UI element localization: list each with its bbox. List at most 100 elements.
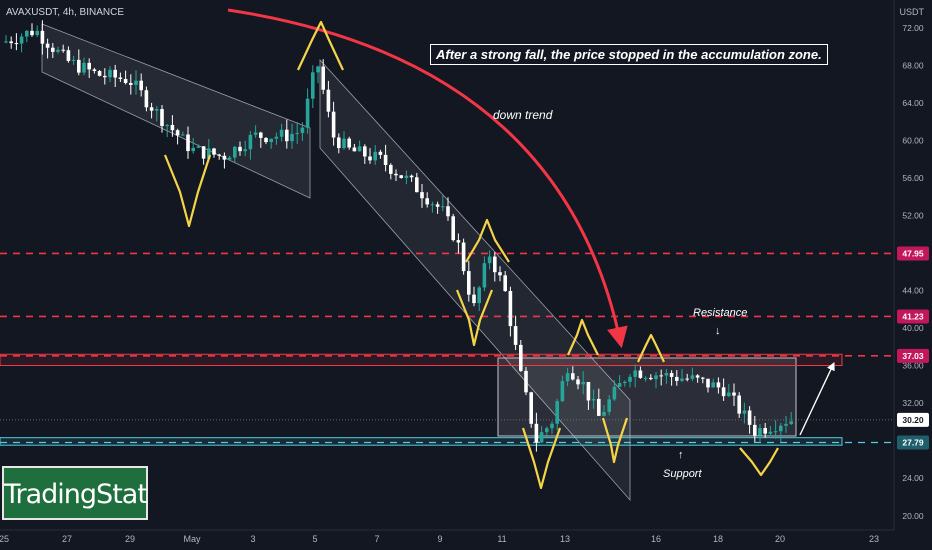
candle-body xyxy=(711,382,715,388)
candle-body xyxy=(87,62,91,70)
candle-body xyxy=(77,59,81,73)
price-tick-label: 36.00 xyxy=(902,361,924,371)
candle-body xyxy=(430,204,435,206)
candle-body xyxy=(643,377,648,379)
candle-body xyxy=(716,382,721,388)
candle-body xyxy=(415,177,419,193)
candle-body xyxy=(253,132,258,135)
candle-body xyxy=(347,138,351,148)
price-tick-label: 44.00 xyxy=(902,286,924,296)
candle-body xyxy=(103,75,107,78)
candle-body xyxy=(19,36,24,44)
candle-body xyxy=(118,77,123,79)
candle-body xyxy=(201,146,206,159)
level-price-label: 27.79 xyxy=(902,437,924,447)
candle-body xyxy=(279,129,284,137)
candle-body xyxy=(71,59,76,61)
candle-body xyxy=(513,326,518,345)
down-trend-label[interactable]: down trend xyxy=(493,108,553,122)
candle-body xyxy=(685,378,689,380)
candle-body xyxy=(498,272,502,276)
price-axis-ticks: 72.00 68.00 64.00 60.00 56.00 52.00 44.00 40.00… xyxy=(902,23,924,521)
candle-body xyxy=(768,431,773,434)
support-label[interactable]: Support xyxy=(663,468,702,480)
candlesticks xyxy=(4,20,793,452)
zigzag-mark xyxy=(637,333,665,363)
zigzag-mark xyxy=(465,218,510,263)
support-zone[interactable] xyxy=(0,437,843,446)
candle-body xyxy=(539,432,544,443)
candle-body xyxy=(144,90,149,108)
candle-body xyxy=(675,376,679,381)
candle-body xyxy=(664,373,669,376)
candle-body xyxy=(337,137,341,149)
level-price-tag xyxy=(897,348,929,363)
symbol-title: AVAXUSDT, 4h, BINANCE xyxy=(6,7,124,18)
price-tick-label: 52.00 xyxy=(902,211,924,221)
candle-body xyxy=(472,294,476,304)
candle-body xyxy=(357,146,362,152)
candle-body xyxy=(186,134,190,152)
candle-body xyxy=(519,344,523,371)
candle-body xyxy=(623,381,627,384)
candle-body xyxy=(456,240,461,243)
headline-annotation[interactable]: After a strong fall, the price stopped i… xyxy=(430,44,828,65)
candle-body xyxy=(274,136,279,139)
candle-body xyxy=(290,133,294,142)
candle-body xyxy=(30,30,34,36)
candle-body xyxy=(758,428,762,436)
candle-body xyxy=(352,147,357,152)
candle-body xyxy=(45,43,50,48)
time-tick-label: 13 xyxy=(560,534,570,544)
price-tick-label: 32.00 xyxy=(902,398,924,408)
candle-body xyxy=(207,148,211,159)
candle-body xyxy=(92,69,97,72)
accumulation-box[interactable] xyxy=(497,357,797,437)
resistance-arrow-icon: ↓ xyxy=(715,325,721,337)
candle-body xyxy=(446,206,450,217)
last-price-label: 30.20 xyxy=(902,415,924,425)
zigzag-mark xyxy=(739,447,779,477)
candle-body xyxy=(451,216,455,241)
time-axis[interactable]: 25 27 29 May 3 5 7 9 11 13 16 18 20 23 xyxy=(0,529,894,544)
price-axis[interactable]: 72.00 68.00 64.00 60.00 56.00 52.00 44.00 40.00… xyxy=(893,0,929,530)
candle-body xyxy=(175,130,180,136)
candle-body xyxy=(123,78,128,83)
candle-body xyxy=(633,370,637,377)
time-tick-label: May xyxy=(183,534,201,544)
candle-body xyxy=(233,146,237,158)
candle-body xyxy=(576,379,580,385)
candle-body xyxy=(524,370,528,393)
candle-body xyxy=(222,155,227,160)
upper-descending-channel[interactable] xyxy=(41,23,311,199)
candle-body xyxy=(295,132,299,134)
time-tick-label: 27 xyxy=(62,534,72,544)
zigzag-mark xyxy=(455,289,494,347)
candle-body xyxy=(461,242,466,272)
candle-body xyxy=(196,146,201,148)
candle-body xyxy=(706,378,710,388)
candle-body xyxy=(680,378,684,381)
candle-body xyxy=(129,82,133,85)
time-tick-label: 18 xyxy=(713,534,723,544)
candle-body xyxy=(82,62,86,73)
candle-body xyxy=(737,395,741,414)
candle-body xyxy=(732,392,736,396)
candle-body xyxy=(331,111,336,138)
candle-body xyxy=(586,382,591,401)
candle-body xyxy=(113,69,117,78)
candle-body xyxy=(493,256,497,273)
candle-body xyxy=(555,401,559,424)
resistance-label[interactable]: Resistance xyxy=(693,307,748,319)
candle-body xyxy=(763,428,767,434)
candle-body xyxy=(560,381,565,402)
candle-body xyxy=(181,134,185,136)
resistance-zone[interactable] xyxy=(0,353,843,366)
candle-body xyxy=(638,370,643,378)
candle-body xyxy=(212,148,216,155)
candle-body xyxy=(612,386,617,400)
time-tick-label: 20 xyxy=(775,534,785,544)
main-descending-channel[interactable] xyxy=(319,58,631,502)
candle-body xyxy=(477,287,481,304)
